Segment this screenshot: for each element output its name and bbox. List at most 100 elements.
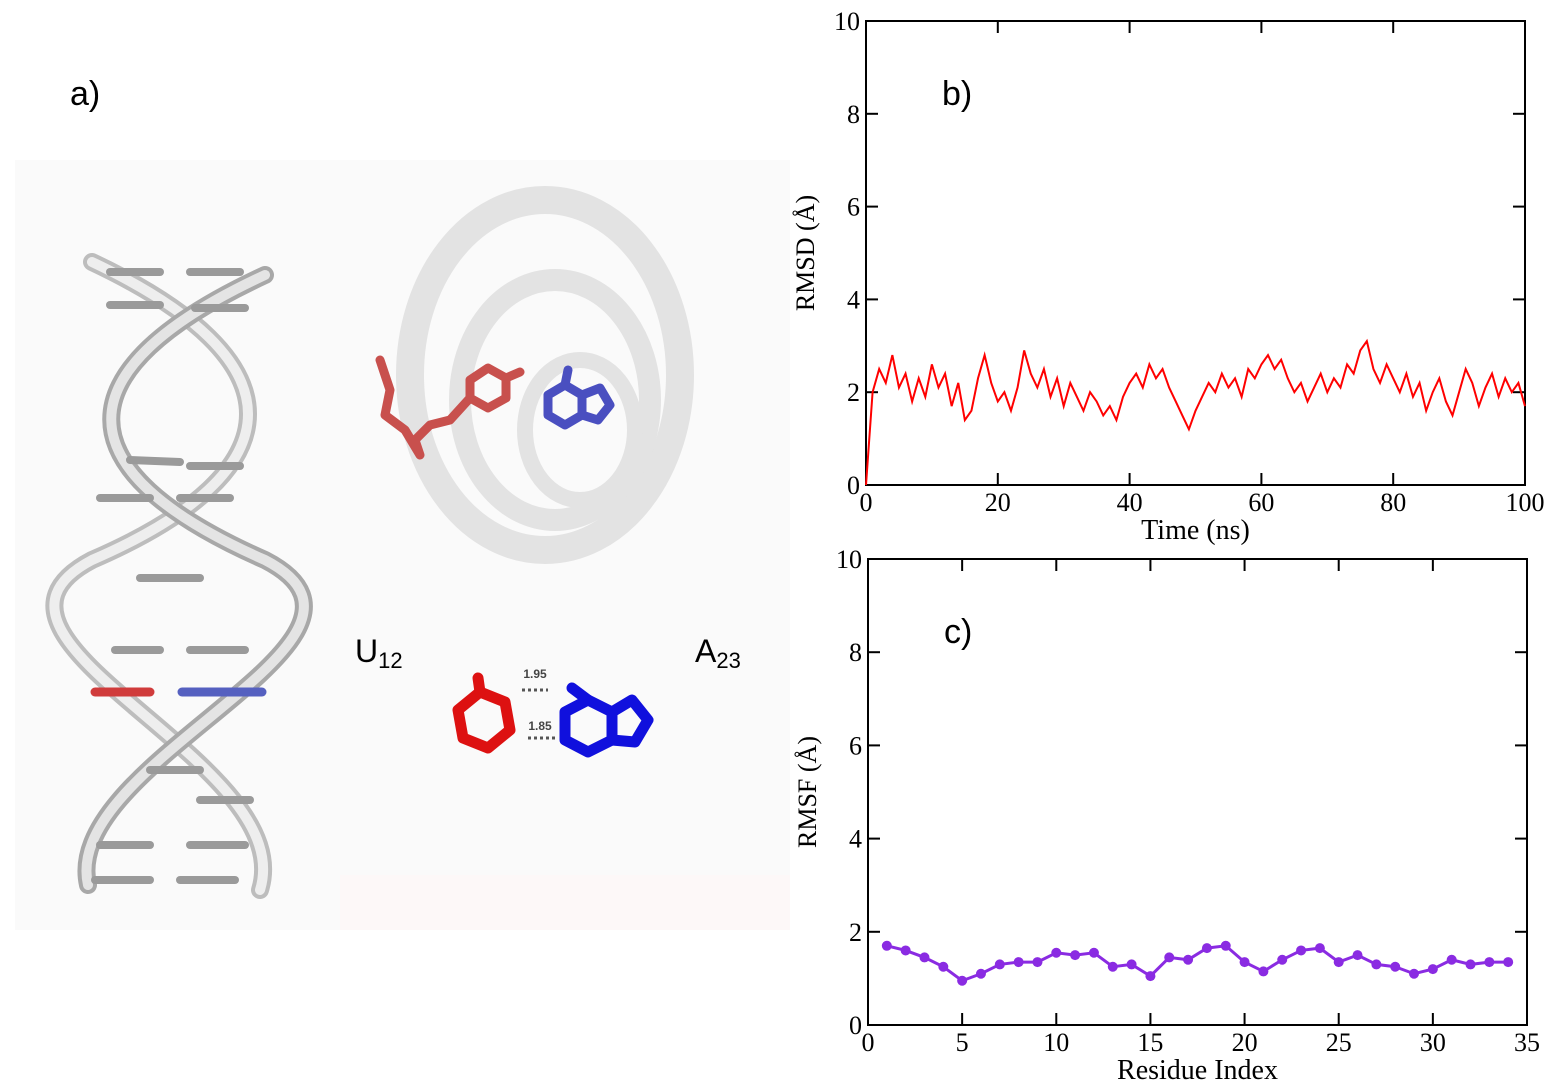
y-tick-label: 2 [849, 918, 862, 947]
molecule-u [452, 672, 516, 754]
data-point [994, 959, 1005, 970]
x-tick-label: 60 [1248, 488, 1274, 517]
data-point [1409, 968, 1420, 979]
data-line [865, 338, 1526, 486]
base-letter: U [355, 633, 378, 669]
x-tick-label: 0 [860, 488, 873, 517]
y-tick-label: 6 [849, 731, 862, 760]
data-point [1051, 947, 1062, 958]
backbone [375, 355, 475, 460]
distance-label: 1.85 [528, 719, 552, 733]
panel-label: a) [70, 75, 100, 113]
data-point [1390, 961, 1401, 972]
x-tick-label: 80 [1380, 488, 1406, 517]
helix-strand-highlight [81, 270, 309, 890]
data-point [1013, 957, 1024, 968]
molecule-a [559, 682, 654, 758]
y-axis-label: RMSD (Å) [791, 195, 820, 311]
data-point [1126, 959, 1137, 970]
x-tick-label: 100 [1506, 488, 1545, 517]
data-point [1145, 971, 1156, 982]
helix [45, 253, 313, 899]
base-letter: A [695, 633, 717, 669]
data-point [1465, 959, 1476, 970]
data-point [1070, 950, 1081, 961]
data-point [919, 952, 930, 963]
y-tick-label: 4 [847, 285, 860, 314]
backbone [472, 672, 486, 698]
data-point [1371, 959, 1382, 970]
y-tick-label: 4 [849, 825, 862, 854]
data-point [1164, 952, 1175, 963]
base-label: A23 [695, 633, 741, 673]
x-tick-label: 35 [1514, 1028, 1540, 1057]
data-point [1088, 947, 1099, 958]
data-line [886, 944, 1509, 983]
x-axis-label: Residue Index [1117, 1055, 1278, 1086]
data-point [1314, 943, 1325, 954]
y-axis-label: RMSF (Å) [793, 736, 822, 848]
x-tick-label: 20 [1232, 1028, 1258, 1057]
y-tick-label: 8 [847, 100, 860, 129]
x-tick-label: 5 [956, 1028, 969, 1057]
y-tick-label: 0 [847, 471, 860, 500]
ring [396, 186, 694, 564]
plot-frame [867, 558, 1528, 1026]
y-tick-label: 8 [849, 638, 862, 667]
y-tick-label: 0 [849, 1011, 862, 1040]
bonds [501, 367, 525, 383]
y-tick-label: 10 [834, 7, 860, 36]
molecule-a-top [543, 365, 615, 430]
base-rung [126, 456, 184, 466]
molecule-u-top [375, 355, 525, 460]
ring [606, 694, 654, 748]
x-tick-label: 20 [985, 488, 1011, 517]
x-tick-label: 10 [1043, 1028, 1069, 1057]
x-tick-label: 0 [862, 1028, 875, 1057]
panel-background [340, 875, 790, 930]
base-index: 12 [378, 648, 402, 673]
y-tick-label: 10 [836, 545, 862, 574]
data-point [1032, 957, 1043, 968]
x-tick-label: 40 [1117, 488, 1143, 517]
chart: 0 20 40 60 80 100 0 2 4 6 8 10 Time (ns) RMSD (Å) b) [791, 7, 1545, 546]
data-point [1296, 945, 1307, 956]
data-point [1277, 954, 1288, 965]
x-tick-label: 15 [1137, 1028, 1163, 1057]
data-point [975, 968, 986, 979]
x-axis-label: Time (ns) [1141, 515, 1250, 546]
ring [577, 383, 615, 425]
data-point [1220, 940, 1231, 951]
ring [449, 269, 661, 531]
data-point [1258, 966, 1269, 977]
data-point [1107, 961, 1118, 972]
data-point [1333, 957, 1344, 968]
ring [517, 352, 643, 508]
data-point [1239, 957, 1250, 968]
panel-label: b) [942, 75, 972, 113]
backbone [566, 682, 594, 706]
y-tick-label: 2 [847, 378, 860, 407]
base-index: 23 [716, 648, 740, 673]
y-tick-label: 6 [847, 193, 860, 222]
panel-label: c) [944, 613, 972, 651]
base-label: U12 [355, 633, 403, 673]
data-point [1446, 954, 1457, 965]
data-point [1183, 954, 1194, 965]
data-point [1427, 964, 1438, 975]
distance-label: 1.95 [523, 667, 547, 681]
data-point [881, 940, 892, 951]
helix-strand-highlight [49, 257, 268, 895]
backbone [560, 365, 573, 390]
chart: 0 5 10 15 20 25 30 35 0 2 4 6 8 10 Residue Index RMSF (… [793, 545, 1540, 1086]
data-point [1201, 943, 1212, 954]
x-tick-label: 25 [1326, 1028, 1352, 1057]
panel-a: a) [15, 75, 790, 930]
data-point [1503, 957, 1514, 968]
plot-frame [865, 20, 1526, 486]
data-point [1352, 950, 1363, 961]
helix-top-view [396, 186, 694, 564]
data-point [938, 961, 949, 972]
x-tick-label: 30 [1420, 1028, 1446, 1057]
